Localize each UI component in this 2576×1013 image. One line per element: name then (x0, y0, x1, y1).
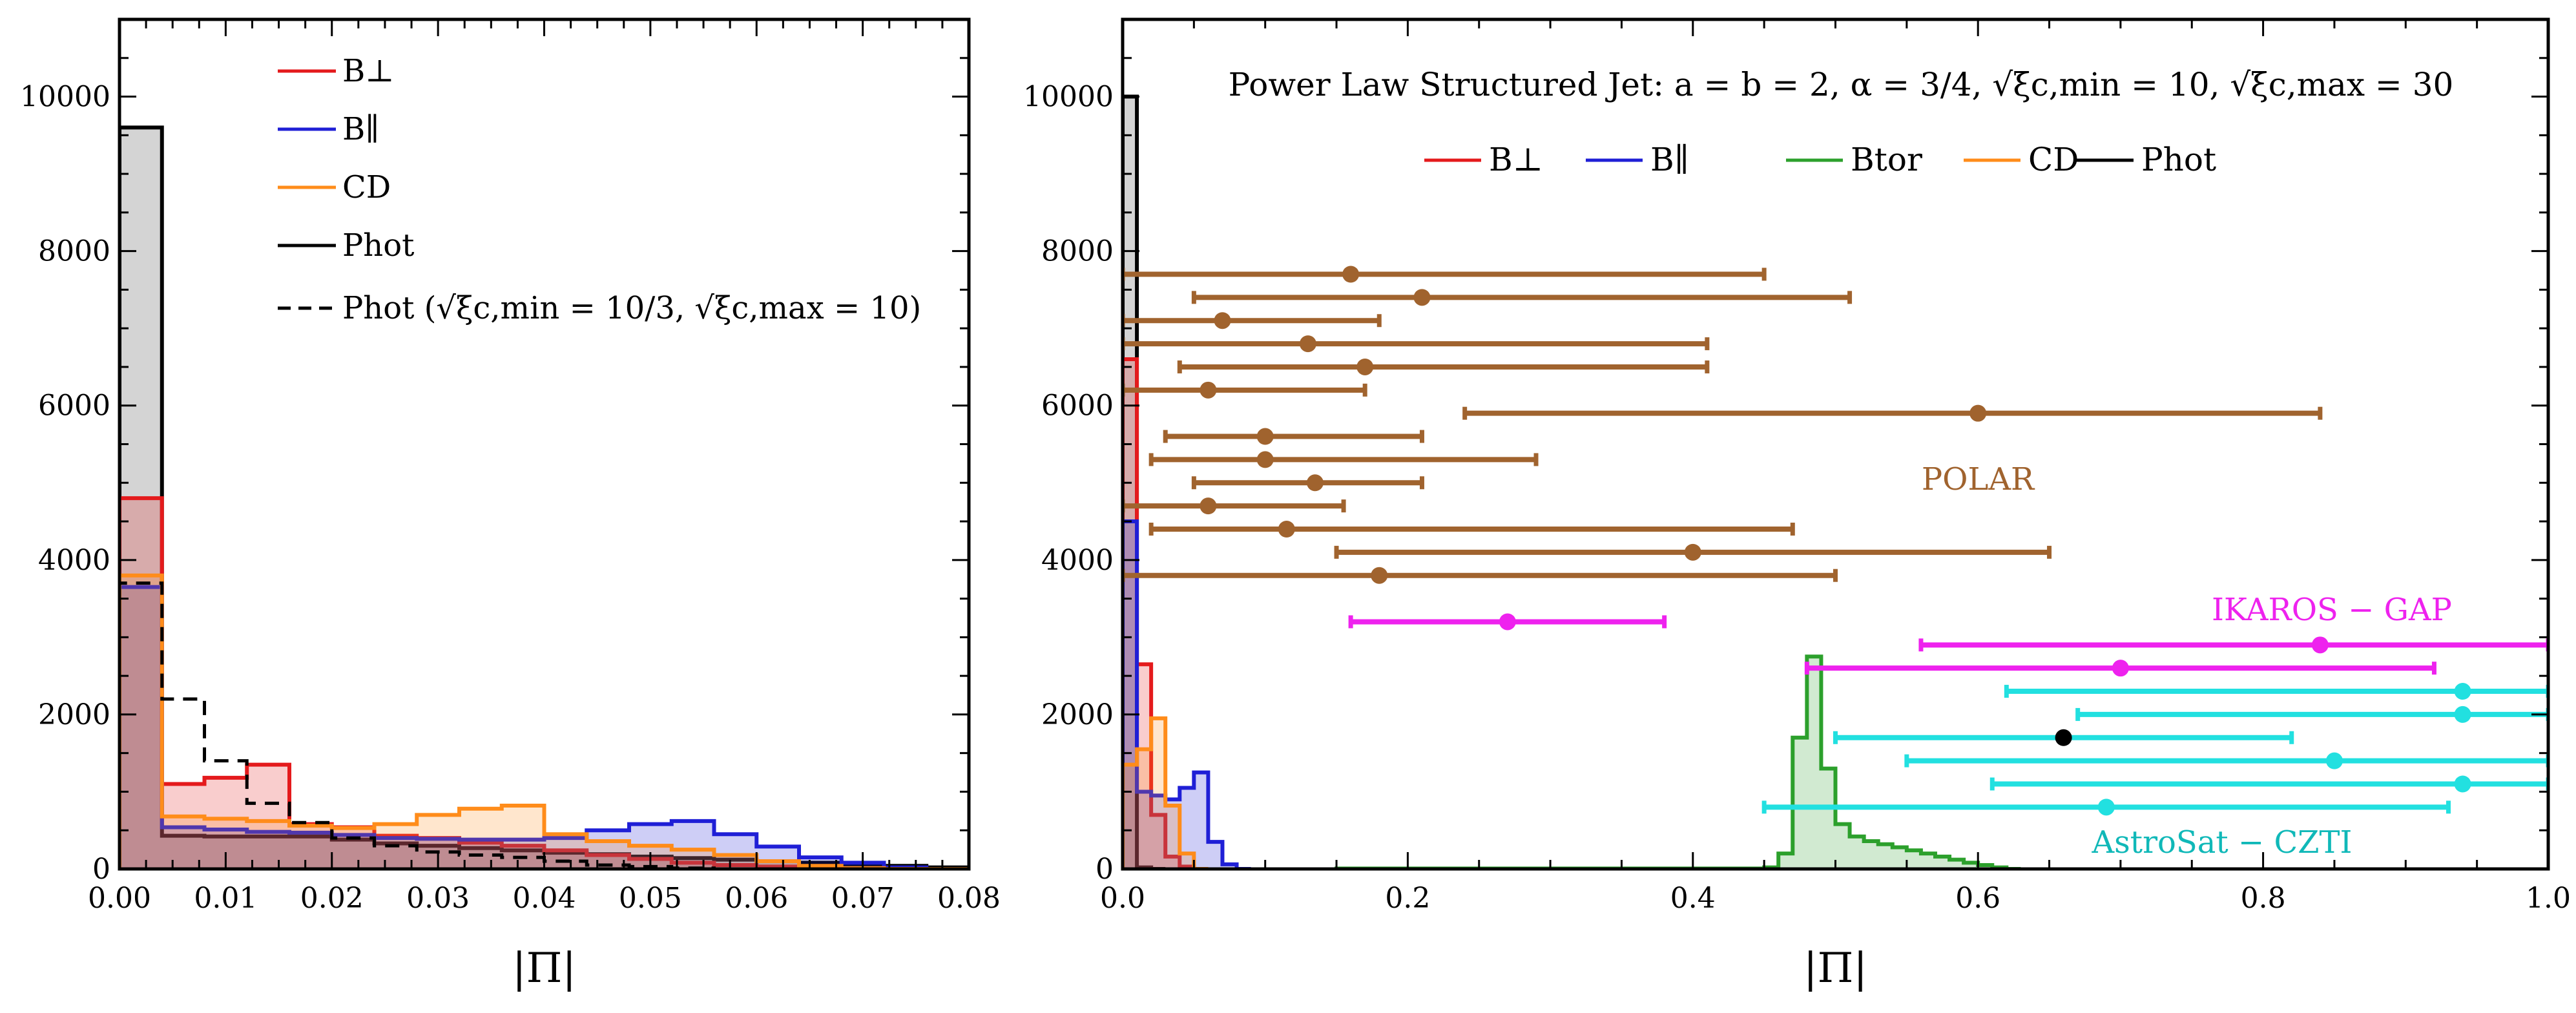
legend-label: Phot (342, 227, 414, 264)
polar-label: POLAR (1922, 461, 2035, 497)
histogram-cd (119, 573, 969, 869)
x-tick-label: 0.0 (1100, 882, 1145, 915)
histogram-b- (119, 496, 969, 869)
chart-title: Power Law Structured Jet: a = b = 2, α =… (1229, 66, 2454, 103)
astrosat-czti-label: AstroSat − CZTI (2091, 824, 2352, 861)
data-point (1256, 428, 1274, 445)
legend-label: B⊥ (1489, 141, 1543, 178)
data-point (2325, 752, 2343, 769)
legend-label: CD (342, 169, 391, 205)
data-point (2097, 799, 2115, 816)
data-point (1256, 451, 1274, 468)
data-point (2454, 775, 2471, 793)
data-point (1342, 266, 1360, 283)
histogram-b- (119, 585, 969, 869)
data-point (1299, 335, 1316, 353)
legend-label: Phot (√ξc,min = 10/3, √ξc,max = 10) (342, 290, 921, 326)
x-tick-label: 0.02 (300, 882, 364, 915)
data-point (1684, 543, 1701, 561)
x-axis-label: |Π| (1803, 945, 1867, 992)
histogram-b- (1123, 519, 1251, 869)
legend: B⊥ B∥ CD Phot Phot (√ξc,min = 10/3, √ξc,max … (278, 53, 921, 326)
x-tick-label: 0.00 (88, 882, 151, 915)
y-tick-label: 2000 (38, 698, 110, 731)
data-point (2311, 636, 2329, 654)
data-point (1200, 381, 1217, 399)
x-tick-label: 0.01 (194, 882, 257, 915)
data-point (1413, 289, 1431, 306)
legend-label: Phot (2141, 141, 2216, 178)
data-point (1278, 521, 1295, 538)
data-point (2112, 660, 2129, 677)
data-point (1356, 358, 1374, 375)
data-point (1306, 474, 1324, 492)
x-tick-label: 0.04 (513, 882, 576, 915)
y-tick-label: 0 (1096, 853, 1114, 886)
left-panel: 0.00 0.01 0.02 0.03 0.04 0.05 0.06 0.07 0.08 0 200… (20, 17, 1001, 992)
legend-label: Btor (1851, 141, 1922, 178)
y-tick-label: 6000 (1041, 390, 1114, 423)
x-tick-label: 0.6 (1955, 882, 2000, 915)
histogram-phot-dashed- (119, 581, 969, 869)
x-tick-label: 0.2 (1385, 882, 1430, 915)
y-tick-label: 0 (92, 853, 110, 886)
x-tick-label: 0.4 (1670, 882, 1716, 915)
data-point (2454, 683, 2471, 700)
legend-label: B⊥ (342, 53, 394, 89)
x-tick-label: 0.07 (831, 882, 895, 915)
ikaros-gap-label: IKAROS − GAP (2212, 592, 2452, 628)
data-point (2055, 729, 2072, 746)
y-tick-label: 4000 (1041, 544, 1114, 577)
y-tick-label: 4000 (38, 544, 110, 577)
y-tick-label: 10000 (20, 81, 110, 114)
legend: B⊥ B∥ Btor CD Phot (1424, 141, 2216, 178)
histogram-cd (1123, 716, 1209, 869)
x-tick-label: 0.03 (406, 882, 470, 915)
legend-label: B∥ (342, 111, 379, 147)
data-point (1499, 613, 1516, 631)
x-tick-label: 0.06 (725, 882, 788, 915)
data-point (1969, 404, 1987, 422)
right-panel: 0.0 0.2 0.4 0.6 0.8 1.0 0 2000 4000 6000 8000 10000… (1023, 17, 2571, 992)
data-point (1371, 567, 1388, 584)
y-tick-label: 10000 (1023, 81, 1114, 114)
data-point (1214, 312, 1231, 329)
y-tick-label: 2000 (1041, 698, 1114, 731)
data-point (1200, 497, 1217, 515)
x-tick-label: 1.0 (2526, 882, 2571, 915)
y-tick-label: 8000 (38, 235, 110, 268)
y-tick-label: 8000 (1041, 235, 1114, 268)
plot-area (119, 125, 969, 869)
legend-label: B∥ (1650, 141, 1689, 178)
y-tick-label: 6000 (38, 390, 110, 423)
x-tick-label: 0.8 (2241, 882, 2286, 915)
legend-label: CD (2028, 141, 2079, 178)
plot-area (1123, 94, 2548, 869)
x-tick-label: 0.05 (619, 882, 682, 915)
histogram-phot (119, 125, 969, 869)
plot-frame (118, 17, 971, 871)
x-tick-label: 0.08 (937, 882, 1001, 915)
data-point (2454, 705, 2471, 723)
x-axis-label: |Π| (512, 945, 576, 992)
